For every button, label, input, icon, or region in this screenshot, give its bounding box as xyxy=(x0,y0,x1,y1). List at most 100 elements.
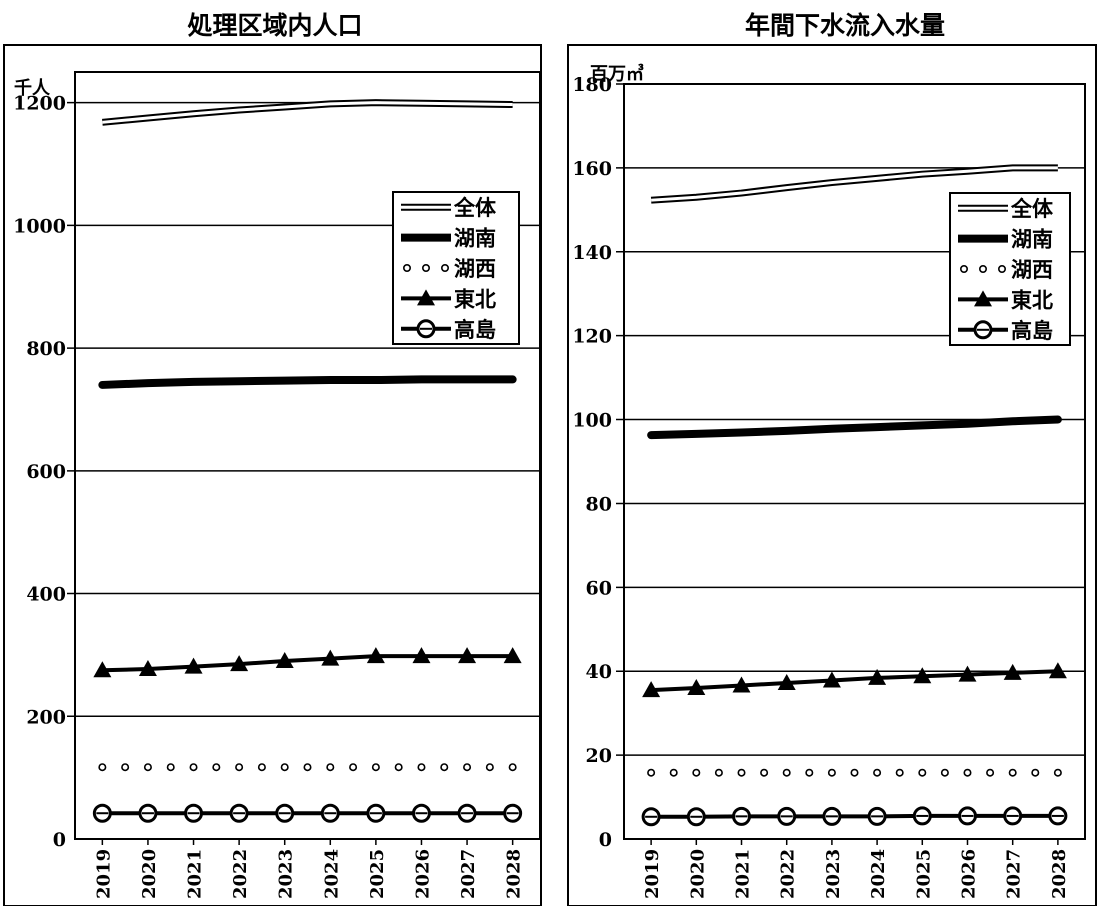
x-tick-label: 2027 xyxy=(458,849,479,899)
y-tick-label: 140 xyxy=(572,242,612,264)
x-tick-label: 2028 xyxy=(1049,849,1070,899)
legend-label: 高島 xyxy=(1011,318,1053,343)
data-point xyxy=(184,657,203,674)
data-point xyxy=(280,763,289,772)
legend-label: 全体 xyxy=(453,195,497,220)
data-point xyxy=(417,763,426,772)
data-point xyxy=(98,763,107,772)
series-3 xyxy=(93,647,522,678)
series-1 xyxy=(647,415,1062,440)
data-point xyxy=(93,661,112,678)
x-tick-label: 2021 xyxy=(733,849,754,899)
series-dot-2 xyxy=(166,763,175,772)
y-tick-label: 180 xyxy=(572,74,612,96)
data-point xyxy=(138,660,157,677)
data-point xyxy=(412,647,431,664)
x-tick-label: 2022 xyxy=(778,849,799,899)
data-point xyxy=(732,676,751,693)
x-tick-label: 2021 xyxy=(185,849,206,899)
legend-label: 湖南 xyxy=(1011,227,1053,252)
legend-item: 全体 xyxy=(401,195,497,220)
y-tick-label: 1200 xyxy=(13,93,66,115)
legend-item: 湖西 xyxy=(402,256,496,281)
legend-item: 高島 xyxy=(401,317,496,342)
x-tick-label: 2022 xyxy=(230,849,251,899)
data-point xyxy=(463,763,472,772)
legend-item: 湖南 xyxy=(958,227,1053,252)
series-dot-2 xyxy=(986,768,995,777)
data-point xyxy=(366,647,385,664)
series-line-1 xyxy=(98,375,517,389)
series-dot-2 xyxy=(669,768,678,777)
plot-area xyxy=(74,71,541,840)
data-point xyxy=(913,667,932,684)
legend-item: 湖西 xyxy=(959,257,1053,282)
x-tick-label: 2019 xyxy=(93,849,114,899)
legend-marker xyxy=(417,289,435,306)
legend-swatch xyxy=(402,263,411,272)
series-dot-2 xyxy=(760,768,769,777)
legend-label: 東北 xyxy=(1011,287,1053,312)
y-tick-label: 120 xyxy=(572,326,612,348)
y-tick-label: 20 xyxy=(586,745,612,767)
series-2 xyxy=(98,763,517,772)
legend-item: 東北 xyxy=(958,287,1053,312)
data-point xyxy=(777,673,796,690)
series-3 xyxy=(642,662,1067,698)
y-tick-label: 80 xyxy=(586,493,612,515)
data-point xyxy=(235,763,244,772)
y-tick-label: 40 xyxy=(586,661,612,683)
data-point xyxy=(827,768,836,777)
series-dot-2 xyxy=(850,768,859,777)
series-dot-2 xyxy=(714,768,723,777)
legend-label: 高島 xyxy=(454,317,496,342)
data-point xyxy=(1003,663,1022,680)
x-tick-label: 2025 xyxy=(913,849,934,899)
data-point xyxy=(508,763,517,772)
data-point xyxy=(868,668,887,685)
legend-box xyxy=(949,192,1071,346)
y-unit-label: 千人 xyxy=(14,78,51,99)
y-tick-label: 1000 xyxy=(13,215,66,237)
x-tick-label: 2020 xyxy=(687,849,708,899)
data-point xyxy=(642,681,661,698)
series-0 xyxy=(650,164,1058,204)
x-tick-label: 2023 xyxy=(823,849,844,899)
series-dot-2 xyxy=(895,768,904,777)
series-dot-2 xyxy=(212,763,221,772)
legend-box xyxy=(392,191,520,345)
series-1 xyxy=(98,375,517,389)
series-dot-2 xyxy=(394,763,403,772)
legend-swatch xyxy=(440,263,449,272)
y-tick-label: 600 xyxy=(26,461,66,483)
series-2 xyxy=(647,768,1062,777)
legend-label: 湖西 xyxy=(1011,257,1053,282)
series-dot-2 xyxy=(940,768,949,777)
series-0 xyxy=(102,99,513,126)
legend-label: 湖西 xyxy=(454,256,496,281)
legend-marker xyxy=(974,290,992,307)
y-tick-label: 400 xyxy=(26,584,66,606)
series-dot-2 xyxy=(805,768,814,777)
data-point xyxy=(1008,768,1017,777)
legend-label: 東北 xyxy=(454,286,496,311)
data-point xyxy=(692,768,701,777)
data-point xyxy=(1048,662,1067,679)
x-tick-label: 2028 xyxy=(504,849,525,899)
series-line-3 xyxy=(102,654,513,673)
x-tick-label: 2025 xyxy=(367,849,388,899)
data-point xyxy=(918,768,927,777)
x-tick-label: 2019 xyxy=(642,849,663,899)
chart-title-inflow: 年間下水流入水量 xyxy=(744,11,945,40)
x-tick-label: 2020 xyxy=(139,849,160,899)
legend-swatch xyxy=(997,264,1006,273)
data-point xyxy=(822,671,841,688)
x-tick-label: 2024 xyxy=(321,849,342,899)
data-point xyxy=(371,763,380,772)
x-tick-label: 2024 xyxy=(868,849,889,899)
data-point xyxy=(647,768,656,777)
data-point xyxy=(321,649,340,666)
